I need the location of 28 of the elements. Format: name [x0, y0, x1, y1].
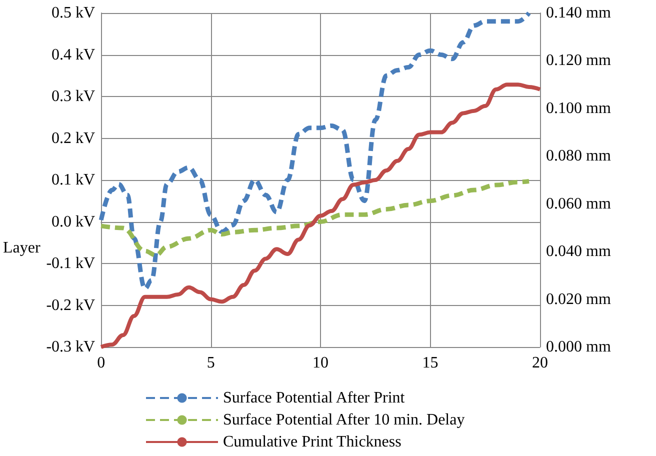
- y-tick-label: -0.3 kV: [46, 338, 96, 356]
- line-series: [98, 10, 532, 291]
- x-tick-label: 15: [422, 354, 438, 372]
- legend-label: Surface Potential After 10 min. Delay: [223, 412, 465, 428]
- y2-tick-label: 0.020 mm: [546, 290, 612, 308]
- y2-tick-label: 0.120 mm: [546, 52, 612, 70]
- y-tick-label: 0.5 kV: [52, 4, 96, 22]
- y-tick-label: 0.0 kV: [52, 213, 96, 230]
- y2-tick-label: 0.000 mm: [546, 338, 612, 356]
- y2-tick-label: 0.140 mm: [546, 4, 612, 22]
- legend-label: Cumulative Print Thickness: [223, 434, 402, 450]
- y-tick-label: 0.1 kV: [52, 172, 96, 188]
- legend-label: Surface Potential After Print: [223, 390, 406, 406]
- x-tick-label: 0: [97, 354, 106, 372]
- y-tick-label: 0.2 kV: [52, 130, 96, 147]
- y2-tick-label: 0.060 mm: [546, 195, 612, 212]
- y-tick-label: -0.1 kV: [46, 255, 96, 272]
- y-tick-label: -0.2 kV: [46, 296, 96, 314]
- y-tick-label: 0.4 kV: [52, 46, 96, 64]
- y2-tick-label: 0.080 mm: [546, 148, 612, 165]
- x-tick-label: 20: [532, 354, 548, 372]
- x-axis-title: Layer: [2, 239, 41, 256]
- x-tick-label: 5: [206, 354, 215, 372]
- y2-tick-label: 0.040 mm: [546, 243, 612, 260]
- line-series: [98, 179, 532, 258]
- x-tick-label: 10: [312, 354, 329, 372]
- y-tick-label: 0.3 kV: [52, 88, 96, 105]
- y2-tick-label: 0.100 mm: [546, 100, 612, 117]
